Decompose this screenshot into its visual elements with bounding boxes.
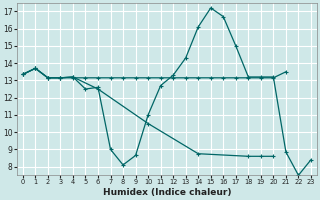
X-axis label: Humidex (Indice chaleur): Humidex (Indice chaleur) xyxy=(103,188,231,197)
